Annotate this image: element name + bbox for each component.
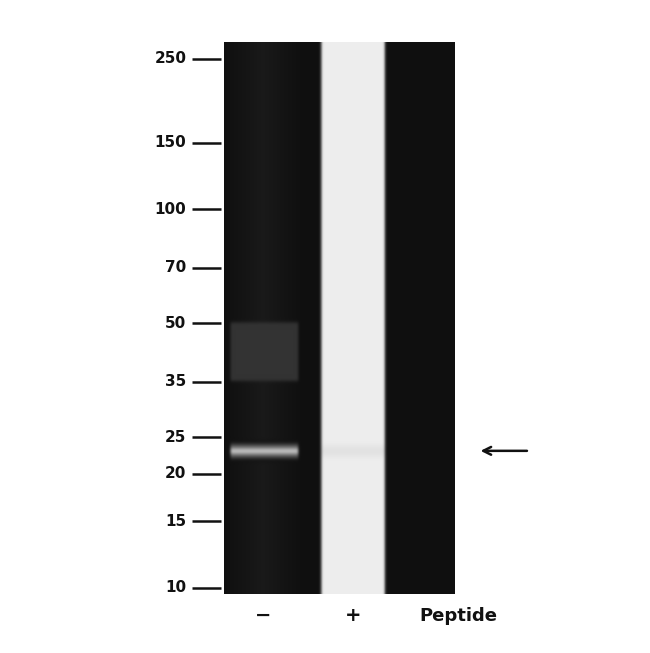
Text: Peptide: Peptide xyxy=(420,607,498,625)
Text: 50: 50 xyxy=(165,316,187,330)
Text: −: − xyxy=(255,606,272,626)
Text: 20: 20 xyxy=(165,466,187,481)
Text: 25: 25 xyxy=(165,430,187,445)
Text: 150: 150 xyxy=(155,135,187,150)
Text: 100: 100 xyxy=(155,202,187,217)
Text: 35: 35 xyxy=(165,374,187,389)
Text: 250: 250 xyxy=(155,52,187,66)
Text: +: + xyxy=(345,606,361,626)
Text: 70: 70 xyxy=(165,261,187,276)
Text: 15: 15 xyxy=(165,513,187,528)
Text: 10: 10 xyxy=(165,581,187,595)
